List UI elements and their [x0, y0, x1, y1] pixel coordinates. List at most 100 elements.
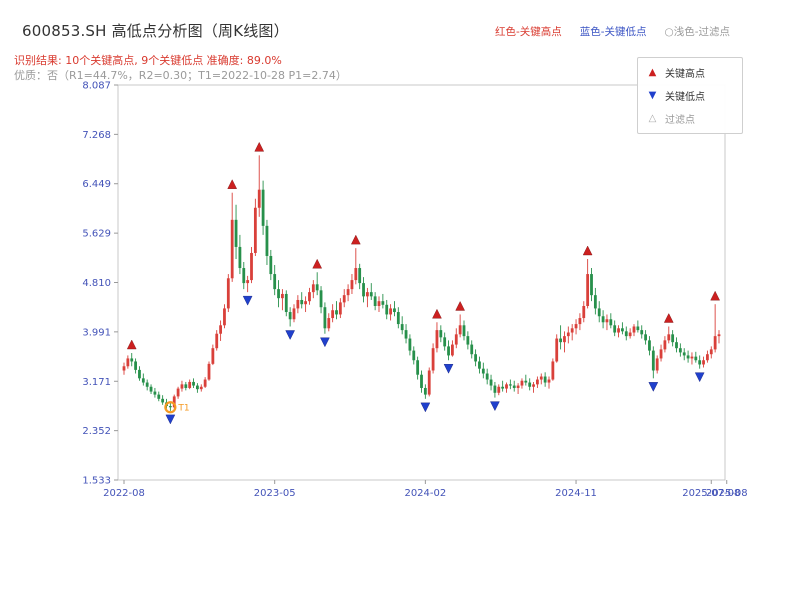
candle-body	[122, 366, 126, 371]
candle-body	[667, 334, 671, 341]
candle-body	[180, 384, 184, 389]
candle-body	[246, 280, 250, 284]
candle-body	[675, 342, 678, 349]
candle-body	[188, 381, 192, 388]
filtered-triangle-icon: △	[648, 112, 657, 124]
candle-body	[369, 292, 373, 297]
x-axis-tick-label: 2024-02	[404, 488, 446, 499]
candle-body	[319, 290, 323, 308]
candle-body	[516, 385, 520, 388]
y-axis-tick-label: 3.991	[82, 327, 111, 338]
candle-body	[520, 380, 524, 386]
y-axis-tick-label: 4.810	[82, 278, 111, 289]
candle-body	[663, 340, 667, 350]
key-high-marker	[455, 300, 465, 311]
candle-body	[451, 344, 454, 356]
candle-body	[141, 378, 145, 383]
legend-item-key-high: ▲ 关键高点	[647, 65, 733, 80]
candle-body	[153, 391, 157, 395]
candle-body	[284, 293, 288, 313]
candle-body	[304, 301, 307, 305]
candle-body	[462, 325, 466, 337]
candle-body	[223, 308, 226, 326]
candle-body	[621, 328, 624, 332]
chart-legend-box: ▲ 关键高点 ▼ 关键低点 △ 过滤点	[637, 57, 743, 134]
candle-body	[257, 189, 261, 208]
quality-assessment-text: 优质：否（R1=44.7%，R2=0.30；T1=2022-10-28 P1=2…	[14, 69, 347, 82]
key-high-marker	[663, 313, 674, 323]
x-axis-tick-label: 2025-08	[706, 488, 748, 499]
candle-body	[478, 361, 481, 369]
header-legend-key-high: 红色-关键高点	[494, 26, 562, 38]
candle-body	[404, 330, 408, 339]
candle-body	[447, 346, 450, 356]
candle-body	[563, 336, 566, 343]
candle-body	[593, 295, 597, 309]
candle-body	[651, 350, 655, 371]
candle-body	[698, 360, 702, 365]
candle-body	[253, 207, 257, 253]
candle-body	[323, 307, 327, 329]
candle-body	[342, 295, 346, 303]
candle-body	[230, 219, 234, 279]
legend-item-key-low: ▼ 关键低点	[647, 88, 733, 103]
candle-body	[226, 278, 230, 309]
candle-body	[694, 356, 698, 361]
candle-body	[412, 350, 416, 361]
t1-label: T1	[177, 403, 189, 413]
candle-body	[149, 386, 153, 392]
candle-body	[485, 373, 489, 380]
candle-body	[192, 381, 195, 386]
key-high-marker	[254, 141, 265, 152]
header-legend-key-low: 蓝色-关键低点	[579, 26, 647, 38]
key-low-marker	[320, 337, 330, 348]
candle-body	[709, 349, 713, 355]
key-low-marker	[648, 382, 659, 392]
candle-body	[605, 319, 609, 323]
candle-body	[389, 308, 392, 315]
candle-body	[547, 379, 551, 383]
candle-body	[126, 358, 130, 367]
candle-body	[385, 304, 389, 315]
candle-body	[366, 292, 369, 297]
candle-body	[377, 301, 381, 307]
candle-body	[354, 268, 358, 281]
candle-body	[508, 384, 512, 386]
y-axis-tick-label: 8.087	[82, 81, 111, 92]
candle-body	[632, 326, 636, 333]
candle-body	[261, 189, 265, 226]
candle-body	[346, 289, 350, 296]
key-high-marker	[350, 234, 361, 245]
candle-body	[682, 352, 686, 356]
candle-body	[501, 386, 505, 389]
candle-body	[443, 337, 447, 347]
candle-body	[338, 302, 342, 315]
candle-body	[196, 385, 199, 390]
candle-body	[512, 385, 516, 388]
candle-body	[184, 384, 188, 388]
candle-body	[566, 332, 570, 337]
candle-body	[640, 330, 644, 335]
candle-body	[690, 356, 694, 359]
recognition-result-text: 识别结果: 10个关键高点, 9个关键低点 准确度: 89.0%	[14, 54, 282, 67]
y-axis-tick-label: 7.268	[82, 130, 111, 141]
key-low-marker	[443, 364, 454, 374]
candle-body	[130, 358, 134, 362]
candle-body	[396, 312, 400, 325]
legend-item-label: 关键低点	[665, 92, 705, 103]
key-low-marker	[490, 401, 500, 412]
candle-body	[381, 301, 385, 305]
key-high-marker	[582, 245, 593, 256]
y-axis-tick-label: 5.629	[82, 229, 111, 240]
candle-body	[308, 292, 311, 302]
candle-body	[505, 384, 508, 389]
candle-body	[203, 379, 207, 387]
candle-body	[300, 299, 304, 305]
legend-item-label: 过滤点	[665, 115, 695, 126]
candle-body	[539, 376, 543, 380]
y-axis-tick-label: 1.533	[82, 476, 111, 487]
candle-body	[559, 338, 562, 343]
candle-body	[678, 348, 682, 353]
key-low-triangle-icon: ▼	[648, 89, 657, 101]
